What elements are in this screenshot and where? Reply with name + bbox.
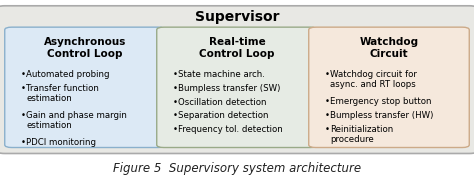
Text: Figure 5  Supervisory system architecture: Figure 5 Supervisory system architecture: [113, 162, 361, 175]
Text: Automated probing: Automated probing: [26, 70, 109, 79]
Text: Watchdog
Circuit: Watchdog Circuit: [359, 37, 419, 59]
Text: Oscillation detection: Oscillation detection: [178, 98, 266, 107]
Text: •: •: [173, 70, 177, 79]
Text: Gain and phase margin
estimation: Gain and phase margin estimation: [26, 111, 127, 130]
Text: •: •: [173, 98, 177, 107]
FancyBboxPatch shape: [309, 27, 469, 148]
Text: Bumpless transfer (HW): Bumpless transfer (HW): [330, 111, 433, 120]
Text: •: •: [173, 125, 177, 134]
Text: •: •: [324, 125, 329, 134]
Text: •: •: [20, 84, 26, 93]
Text: Supervisor: Supervisor: [195, 10, 279, 24]
Text: •: •: [173, 84, 177, 93]
Text: •: •: [20, 111, 26, 120]
Text: •: •: [20, 138, 26, 147]
Text: State machine arch.: State machine arch.: [178, 70, 265, 79]
Text: Real-time
Control Loop: Real-time Control Loop: [199, 37, 275, 59]
Text: •: •: [324, 111, 329, 120]
Text: Transfer function
estimation: Transfer function estimation: [26, 84, 99, 103]
Text: Reinitialization
procedure: Reinitialization procedure: [330, 125, 393, 144]
Text: Bumpless transfer (SW): Bumpless transfer (SW): [178, 84, 281, 93]
Text: •: •: [324, 70, 329, 79]
Text: •: •: [324, 97, 329, 106]
FancyBboxPatch shape: [0, 6, 474, 153]
Text: PDCI monitoring: PDCI monitoring: [26, 138, 96, 147]
Text: Watchdog circuit for
async. and RT loops: Watchdog circuit for async. and RT loops: [330, 70, 417, 89]
Text: Separation detection: Separation detection: [178, 111, 269, 121]
Text: Emergency stop button: Emergency stop button: [330, 97, 431, 106]
Text: •: •: [20, 70, 26, 79]
Text: •: •: [173, 111, 177, 121]
FancyBboxPatch shape: [5, 27, 165, 148]
FancyBboxPatch shape: [157, 27, 317, 148]
Text: Frequency tol. detection: Frequency tol. detection: [178, 125, 283, 134]
Text: Asynchronous
Control Loop: Asynchronous Control Loop: [44, 37, 126, 59]
